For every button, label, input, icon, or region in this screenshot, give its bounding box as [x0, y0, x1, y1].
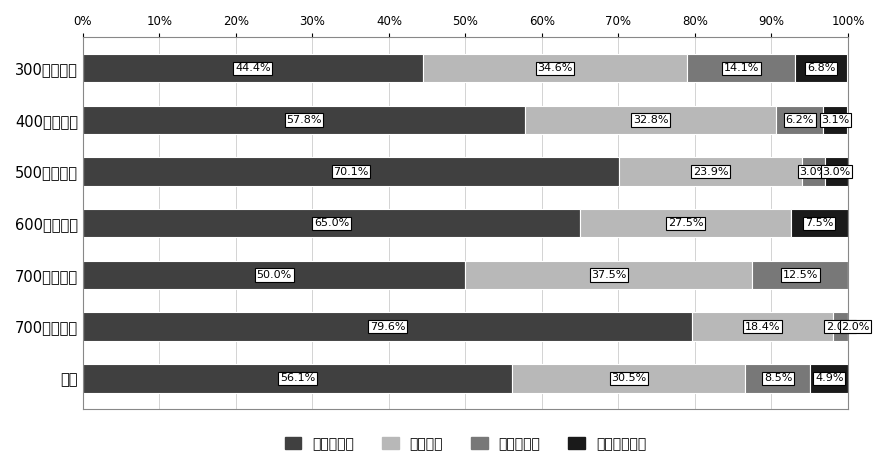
Text: 12.5%: 12.5%	[782, 270, 818, 280]
Bar	[83, 209, 580, 237]
Text: 3.0%: 3.0%	[822, 167, 850, 177]
Bar	[825, 157, 848, 186]
Text: 6.2%: 6.2%	[786, 115, 814, 125]
Bar	[580, 209, 790, 237]
Text: 2.0%: 2.0%	[842, 322, 870, 332]
Bar	[83, 364, 512, 392]
Text: 7.5%: 7.5%	[805, 218, 834, 228]
Text: 32.8%: 32.8%	[633, 115, 668, 125]
Text: 23.9%: 23.9%	[693, 167, 728, 177]
Bar	[83, 261, 466, 289]
Text: 6.8%: 6.8%	[807, 63, 835, 73]
Bar	[688, 54, 796, 82]
Bar	[83, 54, 423, 82]
Bar	[811, 364, 848, 392]
Text: 18.4%: 18.4%	[744, 322, 780, 332]
Text: 3.1%: 3.1%	[821, 115, 850, 125]
Bar	[83, 157, 619, 186]
Text: 37.5%: 37.5%	[591, 270, 627, 280]
Bar	[466, 261, 752, 289]
Text: 3.0%: 3.0%	[799, 167, 827, 177]
Bar	[525, 106, 776, 134]
Text: 34.6%: 34.6%	[537, 63, 573, 73]
Bar	[423, 54, 688, 82]
Bar	[83, 312, 692, 341]
Legend: かなりある, 多少ある, あまりない, まったくない: かなりある, 多少ある, あまりない, まったくない	[279, 431, 652, 456]
Text: 50.0%: 50.0%	[256, 270, 292, 280]
Text: 30.5%: 30.5%	[611, 374, 646, 383]
Text: 70.1%: 70.1%	[333, 167, 369, 177]
Bar	[824, 106, 847, 134]
Text: 27.5%: 27.5%	[667, 218, 703, 228]
Bar	[83, 106, 525, 134]
Bar	[692, 312, 833, 341]
Bar	[848, 312, 864, 341]
Text: 57.8%: 57.8%	[286, 115, 322, 125]
Text: 8.5%: 8.5%	[764, 374, 792, 383]
Bar	[776, 106, 824, 134]
Text: 4.9%: 4.9%	[815, 374, 843, 383]
Bar	[512, 364, 745, 392]
Bar	[833, 312, 848, 341]
Bar	[619, 157, 802, 186]
Text: 14.1%: 14.1%	[724, 63, 759, 73]
Text: 56.1%: 56.1%	[280, 374, 316, 383]
Bar	[745, 364, 811, 392]
Bar	[796, 54, 847, 82]
Bar	[802, 157, 825, 186]
Bar	[752, 261, 848, 289]
Text: 79.6%: 79.6%	[370, 322, 405, 332]
Text: 44.4%: 44.4%	[235, 63, 271, 73]
Text: 2.0%: 2.0%	[827, 322, 855, 332]
Text: 65.0%: 65.0%	[314, 218, 349, 228]
Bar	[790, 209, 848, 237]
